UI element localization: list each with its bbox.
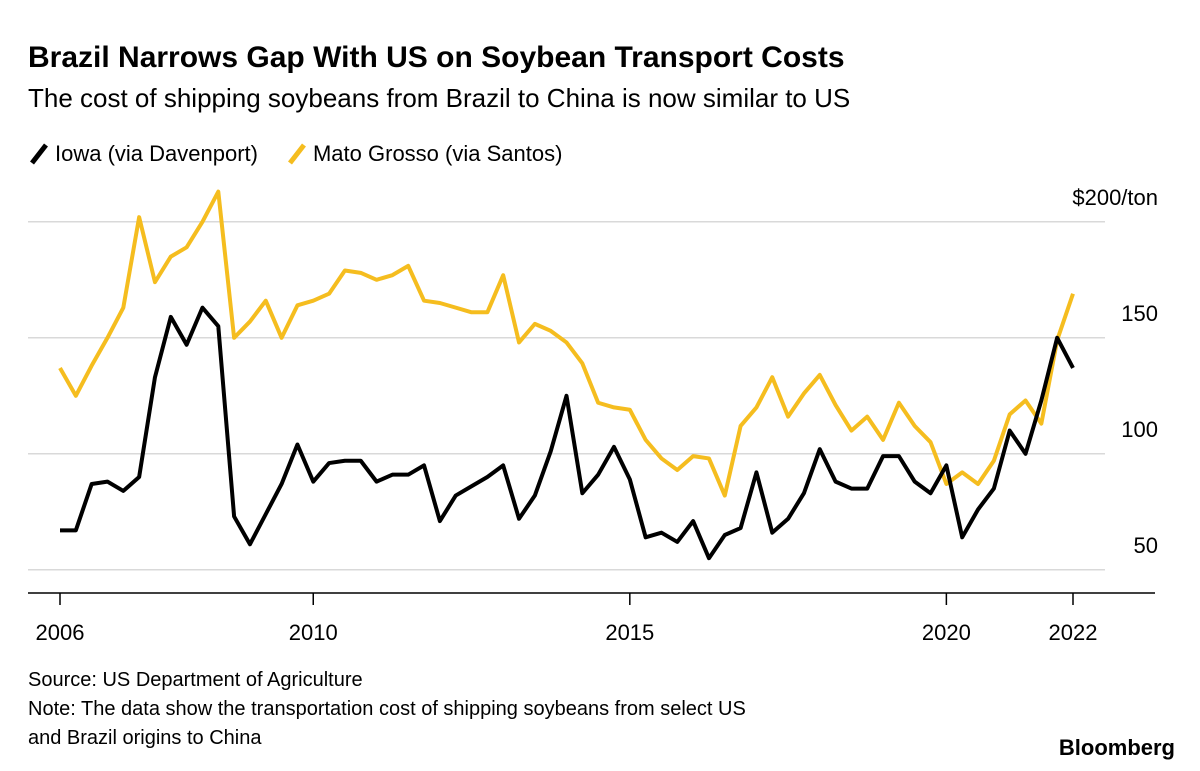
x-tick-label: 2006: [36, 620, 85, 645]
series-line: [58, 189, 1075, 498]
legend-swatch: [288, 143, 306, 165]
legend-label: Mato Grosso (via Santos): [313, 141, 562, 166]
legend-swatch: [30, 143, 48, 165]
x-tick-label: 2010: [289, 620, 338, 645]
series-line: [60, 305, 1075, 561]
y-tick-label: 150: [1121, 301, 1158, 326]
y-tick-label: $200/ton: [1072, 185, 1158, 210]
y-tick-label: 100: [1121, 417, 1158, 442]
brand: Bloomberg: [1059, 735, 1175, 760]
y-tick-label: 50: [1134, 533, 1158, 558]
note: Note: The data show the transportation c…: [28, 698, 746, 720]
source: Source: US Department of Agriculture: [28, 669, 363, 691]
x-tick-label: 2015: [605, 620, 654, 645]
x-tick-label: 2022: [1049, 620, 1098, 645]
chart-title: Brazil Narrows Gap With US on Soybean Tr…: [28, 41, 845, 74]
x-tick-label: 2020: [922, 620, 971, 645]
chart-subtitle: The cost of shipping soybeans from Brazi…: [28, 83, 850, 113]
note: and Brazil origins to China: [28, 727, 262, 749]
legend-label: Iowa (via Davenport): [55, 141, 258, 166]
